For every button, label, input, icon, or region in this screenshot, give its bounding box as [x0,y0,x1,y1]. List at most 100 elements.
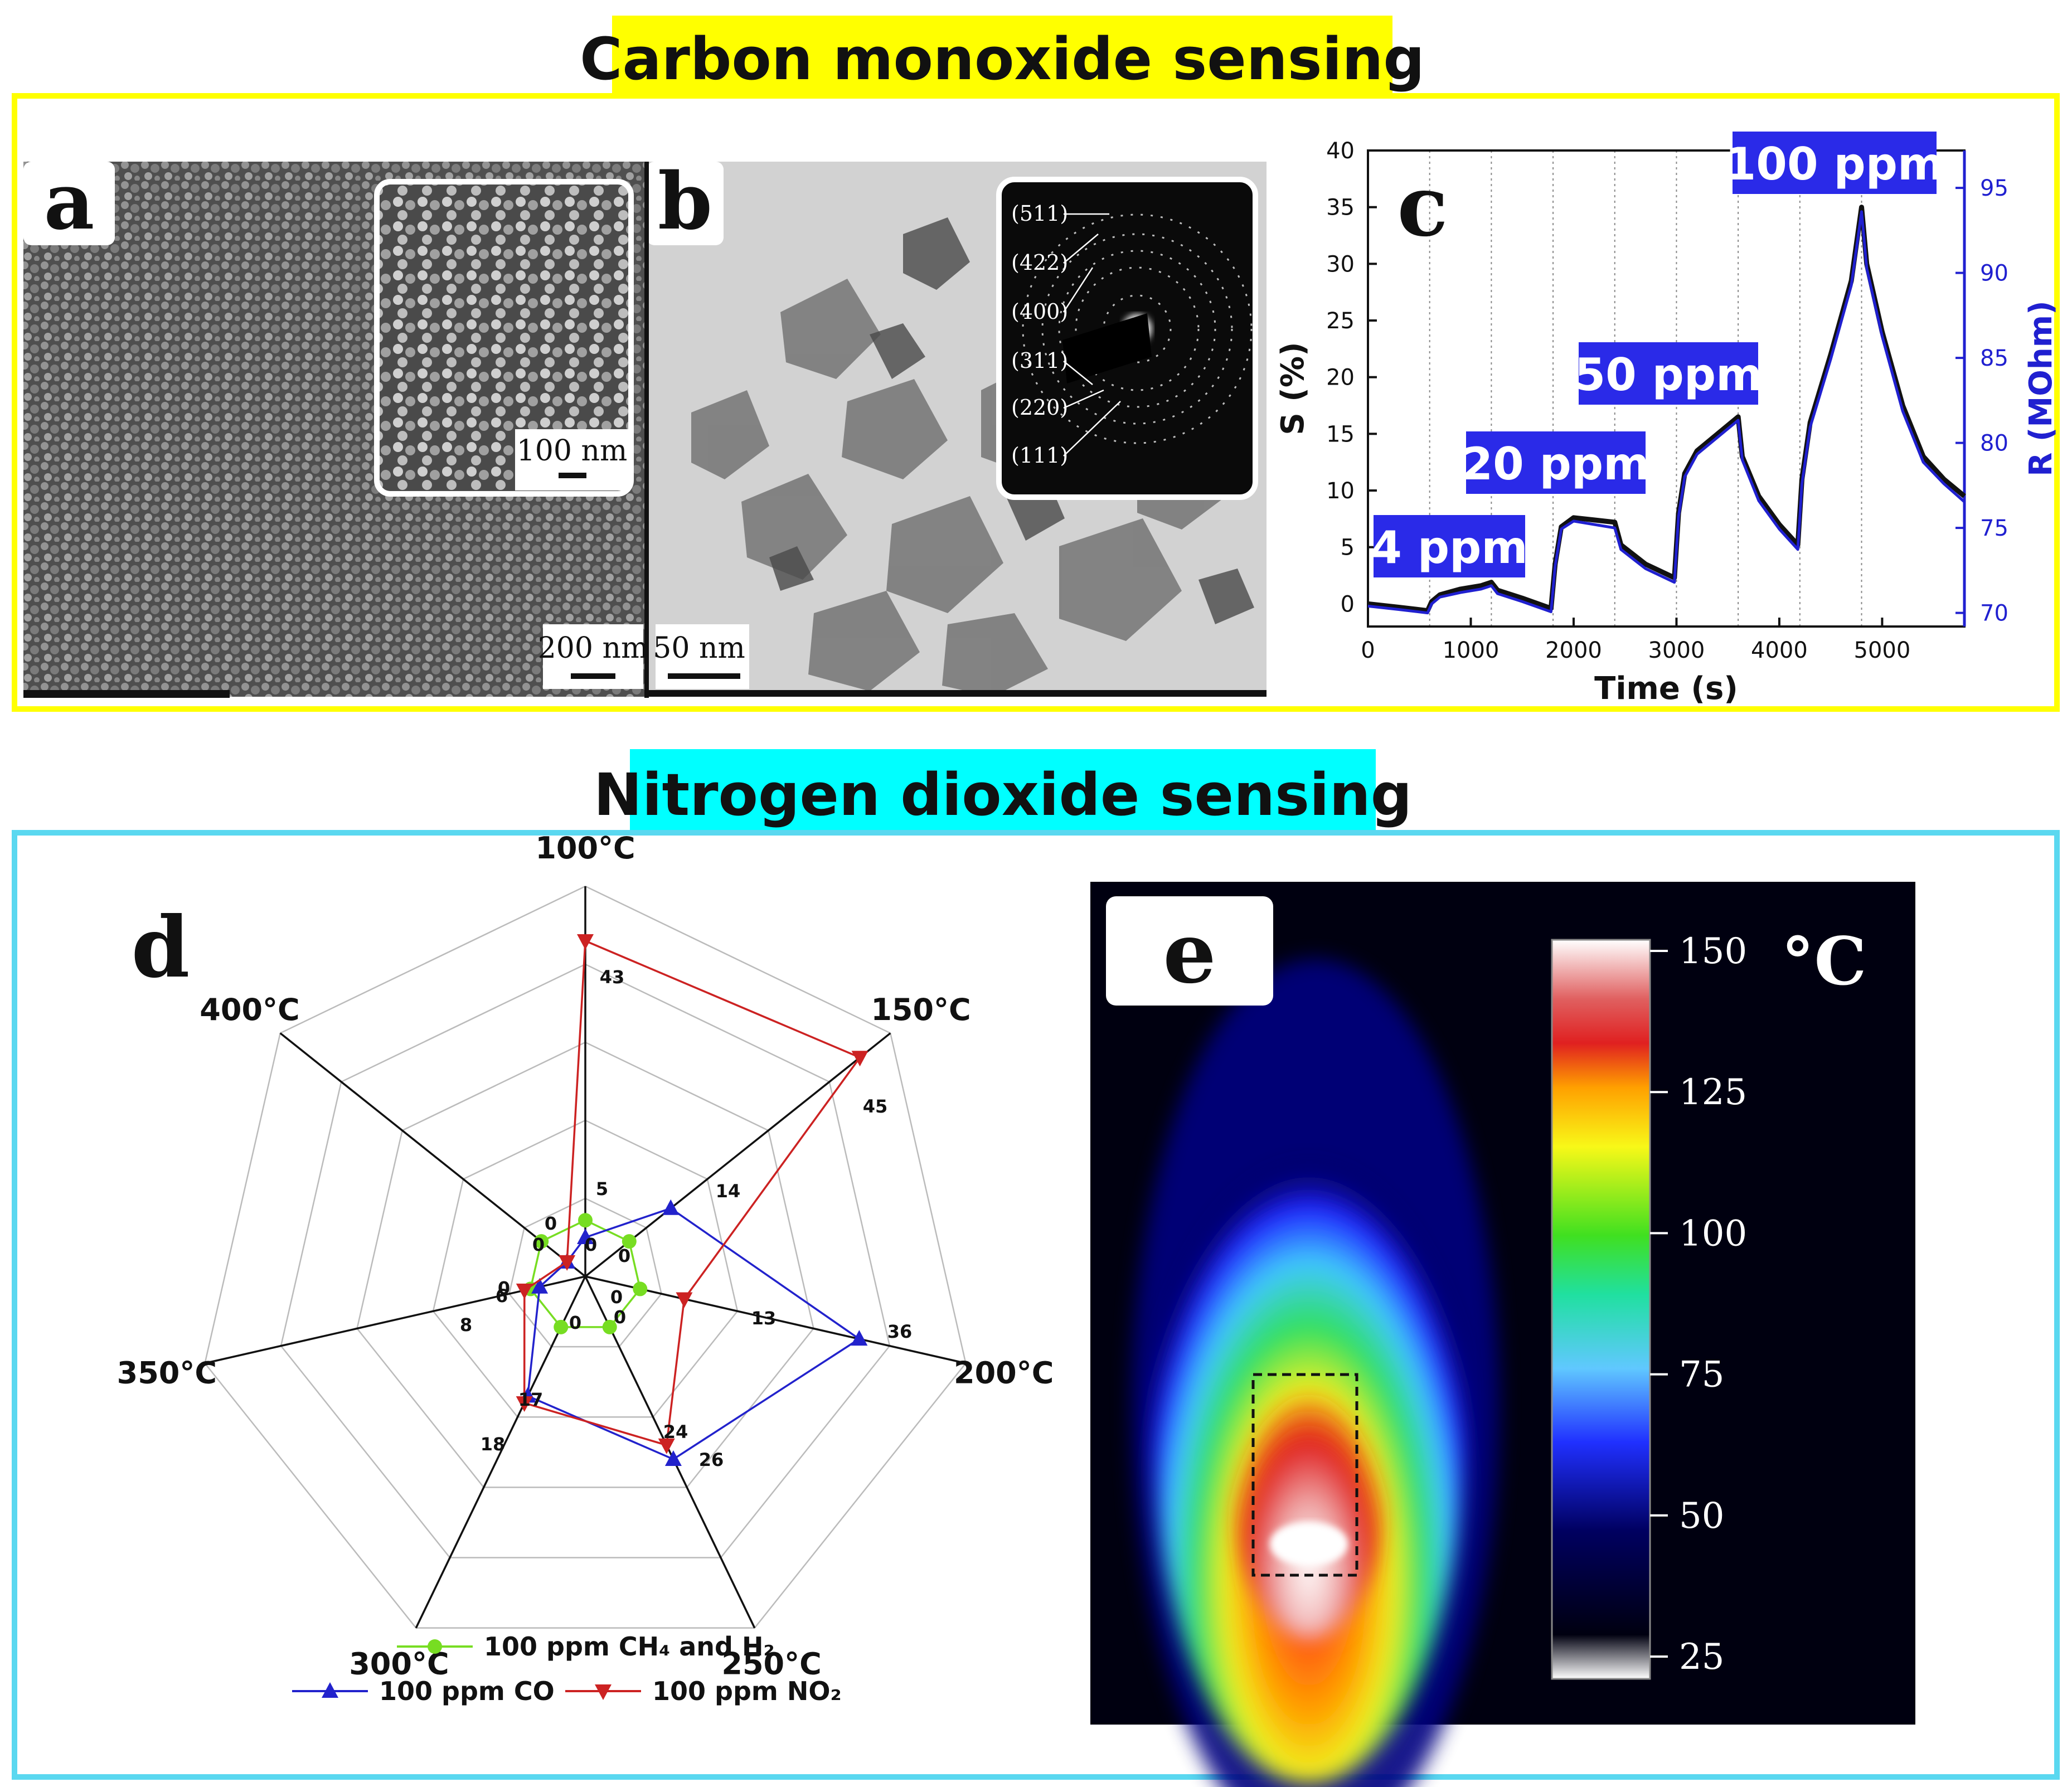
panel-c-chart: 0 1000 2000 3000 4000 5000 0 5 10 15 20 25 30 35 40 70 7… [1275,132,2059,707]
concentration-label-bg-0 [1374,515,1525,577]
radar-marker-2-2 [676,1292,693,1308]
x-tick-label-1: 1000 [1443,638,1500,663]
radar-marker-2-1 [851,1051,868,1067]
panel-e-label: e [1163,904,1216,1002]
y-tick-label-5: 25 [1326,308,1355,334]
radar-marker-2-0 [577,934,594,950]
concentration-label-0: 4 ppm [1371,522,1527,574]
radar-series-2 [523,939,862,1446]
y2-tick-label-3: 85 [1980,346,2008,371]
radar-value-label-11: 8 [460,1314,472,1336]
radar-grid-ring-1 [508,1197,662,1348]
panel-a-label-bg [23,162,115,245]
legend-marker-0 [428,1639,442,1654]
x-axis-title: Time (s) [1594,671,1738,707]
radar-grid-ring-3 [356,1041,814,1488]
y-tick-label-4: 20 [1326,365,1355,391]
radar-value-label-6: 24 [663,1421,688,1443]
radar-axis-6 [279,1032,586,1278]
radar-value-label-15: 0 [610,1286,623,1308]
radar-value-label-0: 43 [600,967,625,988]
top-frame [12,93,2060,712]
panel-e-label-bg [1106,896,1273,1006]
radar-marker-2-6 [559,1255,576,1271]
x-tick-label-3: 3000 [1648,638,1705,663]
radar-grid-ring-4 [280,963,891,1558]
colorbar-tick-label-2: 100 [1679,1213,1747,1254]
response-series-1 [1367,210,1966,615]
radar-value-label-2: 14 [716,1181,741,1202]
panel-b-label-bg [647,162,724,245]
panel-a-label: a [44,156,95,247]
top-title-bg [612,16,1392,97]
y-axis-title: S (%) [1275,342,1311,435]
flame-hotspot [1132,959,1500,1787]
scale-bar-a [571,673,615,679]
x-tick-label-4: 4000 [1751,638,1808,663]
legend-marker-2 [595,1684,612,1700]
concentration-label-bg-1 [1466,431,1646,494]
saed-ring-400: (400) [1011,299,1068,324]
inset-scale-bar [559,473,586,478]
radar-value-label-9: 18 [481,1434,506,1455]
radar-value-label-3: 13 [751,1308,777,1329]
radar-value-label-1: 45 [863,1096,888,1117]
bottom-title-bg [630,749,1376,831]
radar-value-label-13: 0 [585,1234,597,1255]
radar-value-label-19: 0 [532,1234,545,1255]
colorbar-ticks: 150 125 100 75 50 25 [1650,931,1747,1678]
radar-marker-1-3 [664,1450,682,1466]
x-tick-label-2: 2000 [1545,638,1602,663]
scale-bar-b [668,673,740,679]
saed-ring-511: (511) [1011,201,1068,226]
panel-e: e 150 125 100 75 50 25 °C [1090,882,1915,1787]
bottom-frame [12,830,2060,1780]
radar-marker-0-2 [633,1281,648,1296]
legend-label-2: 100 ppm NO₂ [652,1676,842,1706]
radar-axis-4 [415,1276,586,1629]
colorbar-tick-label-1: 125 [1679,1072,1747,1113]
panel-c-label: c [1397,157,1448,255]
radar-axis-3 [584,1276,756,1629]
y2-tick-label-0: 70 [1980,601,2008,627]
radar-axis-2 [585,1275,966,1364]
x-tick-label-5: 5000 [1854,638,1911,663]
colorbar [1551,939,1651,1680]
concentration-label-1: 20 ppm [1462,438,1649,490]
inset-scale-bar-label: 100 nm [517,434,628,468]
colorbar-tick-label-5: 25 [1679,1637,1724,1678]
legend-marker-1 [322,1682,338,1698]
y-tick-label-0: 0 [1341,591,1355,617]
radar-value-label-12: 0 [545,1213,557,1234]
panel-a: a 100 nm 200 nm [23,156,648,698]
radar-value-label-8: 17 [518,1389,544,1410]
saed-ring-311: (311) [1011,348,1068,373]
beam-stop [1062,313,1152,383]
radar-value-label-16: 0 [614,1307,626,1328]
y2-tick-label-1: 75 [1980,516,2008,541]
radar-value-label-7: 26 [699,1449,724,1470]
y2-tick-label-2: 80 [1980,431,2008,457]
radar-marker-2-3 [658,1438,675,1454]
saed-rings [1022,213,1253,444]
radar-marker-0-6 [534,1234,549,1249]
radar-axis-label-0: 100°C [535,831,635,866]
radar-axis-label-2: 200°C [954,1355,1054,1390]
radar-marker-0-4 [554,1319,569,1334]
radar-axis-label-5: 350°C [117,1355,217,1390]
y-tick-label-7: 35 [1326,195,1355,221]
concentration-label-bg-2 [1579,342,1758,405]
radar-grid-ring-2 [432,1119,739,1418]
radar-axis-label-3: 250°C [721,1647,821,1682]
panel-d-label: d [132,899,190,997]
measurement-roi [1251,1373,1358,1577]
x-tick-label-0: 0 [1361,638,1375,663]
radar-marker-0-0 [578,1213,593,1228]
colorbar-tick-label-4: 50 [1679,1495,1724,1537]
panel-b-label: b [658,156,712,247]
legend-label-0: 100 ppm CH₄ and H₂ [484,1631,775,1662]
concentration-label-2: 50 ppm [1574,349,1762,401]
scale-bar-label-a: 200 nm [538,632,649,665]
radar-marker-1-5 [531,1278,549,1294]
radar-grid-ring-5 [204,885,967,1629]
